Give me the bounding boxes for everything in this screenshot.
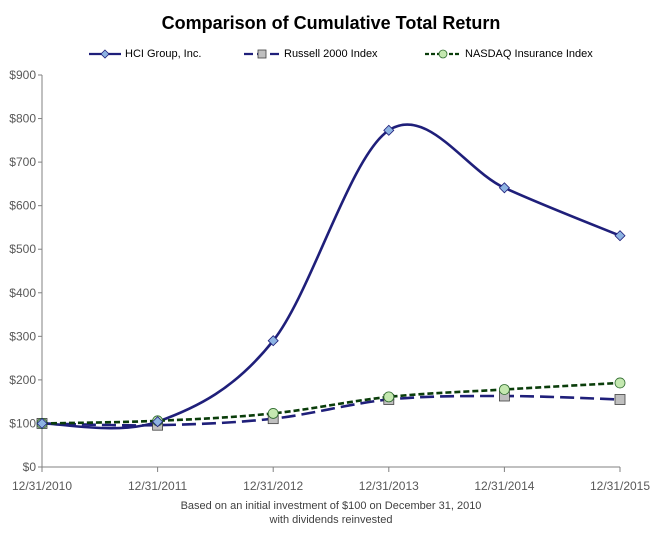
data-point-nasdaq [614,377,626,389]
data-point-hci [36,417,48,430]
chart-legend: HCI Group, Inc. Russell 2000 Index NASDA… [0,44,662,64]
data-point-russell [614,394,626,405]
x-tick-label: 12/31/2010 [12,479,72,493]
chart-footnote: Based on an initial investment of $100 o… [0,499,662,527]
y-tick-label: $400 [9,286,36,300]
y-tick-label: $700 [9,155,36,169]
x-tick-label: 12/31/2011 [128,479,187,493]
x-tick-label: 12/31/2012 [243,479,303,493]
y-tick-label: $300 [9,329,36,343]
y-tick-label: $100 [9,416,36,430]
legend-item-nasdaq: NASDAQ Insurance Index [424,44,593,64]
y-tick-label: $600 [9,199,36,213]
data-point-hci [267,335,279,347]
series-line-nasdaq [41,381,621,425]
y-tick-label: $900 [9,68,36,82]
data-point-nasdaq [498,384,510,395]
data-point-nasdaq [383,391,395,403]
legend-label-hci: HCI Group, Inc. [125,48,202,60]
y-tick-label: $800 [9,112,36,126]
footnote-line-2: with dividends reinvested [269,514,393,526]
footnote-line-1: Based on an initial investment of $100 o… [180,500,482,512]
legend-swatch-hci [89,49,121,59]
data-point-hci [498,182,510,194]
series-line-russell [41,394,621,427]
data-point-hci [614,230,626,242]
y-tick-label: $0 [23,460,37,474]
data-point-hci [152,416,164,428]
x-tick-label: 12/31/2015 [590,479,650,493]
data-point-nasdaq [267,408,279,419]
data-point-hci [383,124,395,136]
legend-label-nasdaq: NASDAQ Insurance Index [465,48,593,60]
chart-title: Comparison of Cumulative Total Return [161,13,501,33]
x-tick-label: 12/31/2013 [359,479,419,493]
legend-label-russell: Russell 2000 Index [284,48,378,60]
y-tick-label: $200 [9,373,36,387]
y-tick-label: $500 [9,242,36,256]
legend-swatch-nasdaq [425,49,461,59]
legend-item-hci: HCI Group, Inc. [88,44,201,64]
legend-item-russell: Russell 2000 Index [243,44,378,64]
legend-swatch-russell [244,49,280,59]
series-line-hci [41,123,621,430]
x-tick-label: 12/31/2014 [474,479,534,493]
